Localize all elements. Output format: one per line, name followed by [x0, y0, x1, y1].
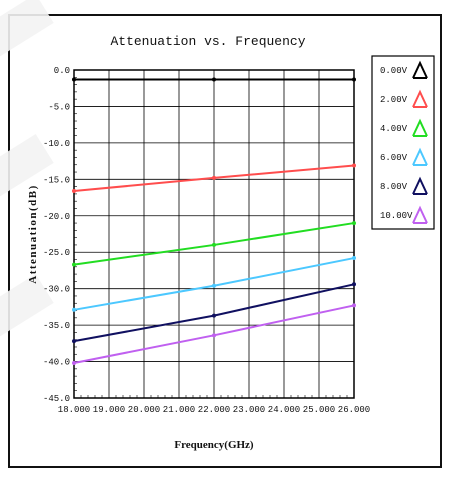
y-tick-label: -20.0 — [43, 212, 70, 222]
y-tick-label: -30.0 — [43, 285, 70, 295]
grid-layer — [73, 69, 355, 399]
legend-box — [371, 55, 435, 230]
data-point-4-00v — [212, 242, 216, 247]
plot-area — [73, 69, 355, 399]
data-point-8-00v — [72, 339, 76, 344]
x-tick-label: 26.000 — [338, 405, 370, 415]
data-point-6-00v — [212, 283, 216, 288]
y-tick-label: -45.0 — [43, 394, 70, 404]
legend-marker-icon — [412, 89, 428, 108]
y-tick-label: 0.0 — [54, 66, 70, 76]
legend-marker-icon — [412, 176, 428, 195]
legend-marker-icon — [412, 147, 428, 166]
data-point-10-00v — [72, 361, 76, 366]
data-point-6-00v — [352, 256, 356, 261]
y-tick-label: -25.0 — [43, 248, 70, 258]
x-tick-label: 20.000 — [128, 405, 160, 415]
x-tick-label: 24.000 — [268, 405, 300, 415]
legend-label: 2.00V — [380, 95, 408, 105]
data-point-2-00v — [352, 163, 356, 168]
y-tick-label: -35.0 — [43, 321, 70, 331]
data-point-2-00v — [212, 175, 216, 180]
legend: 0.00V 2.00V 4.00V 6.00V 8.00V 10.00V — [380, 60, 428, 224]
legend-marker-icon — [412, 60, 428, 79]
data-point-4-00v — [72, 262, 76, 267]
y-tick-label: -5.0 — [48, 102, 70, 112]
data-point-0-00v — [352, 77, 356, 82]
y-tick-label: -40.0 — [43, 358, 70, 368]
series-layer — [72, 77, 356, 366]
x-tick-label: 22.000 — [198, 405, 230, 415]
x-tick-label: 21.000 — [163, 405, 195, 415]
x-tick-label: 23.000 — [233, 405, 265, 415]
data-point-4-00v — [352, 221, 356, 226]
legend-marker-icon — [412, 205, 428, 224]
legend-label: 6.00V — [380, 153, 408, 163]
data-point-8-00v — [352, 282, 356, 287]
chart-frame — [8, 14, 442, 468]
legend-label: 0.00V — [380, 66, 408, 76]
x-tick-label: 19.000 — [93, 405, 125, 415]
legend-label: 4.00V — [380, 124, 408, 134]
x-tick-label: 25.000 — [303, 405, 335, 415]
data-point-0-00v — [212, 77, 216, 82]
ticks-layer: 18.000 19.000 20.000 21.000 22.000 23.000 24.0… — [43, 66, 370, 415]
x-tick-label: 18.000 — [58, 405, 90, 415]
y-tick-label: -15.0 — [43, 175, 70, 185]
data-point-6-00v — [72, 307, 76, 312]
legend-label: 8.00V — [380, 182, 408, 192]
data-point-0-00v — [72, 77, 76, 82]
x-axis-label: Frequency(GHz) — [174, 439, 254, 451]
data-point-8-00v — [212, 313, 216, 318]
data-point-2-00v — [72, 188, 76, 193]
data-point-10-00v — [352, 303, 356, 308]
y-tick-label: -10.0 — [43, 139, 70, 149]
data-point-10-00v — [212, 333, 216, 338]
y-axis-label: Attenuation(dB) — [27, 184, 39, 284]
chart-title: Attenuation vs. Frequency — [110, 34, 305, 49]
legend-marker-icon — [412, 118, 428, 137]
legend-label: 10.00V — [380, 211, 413, 221]
